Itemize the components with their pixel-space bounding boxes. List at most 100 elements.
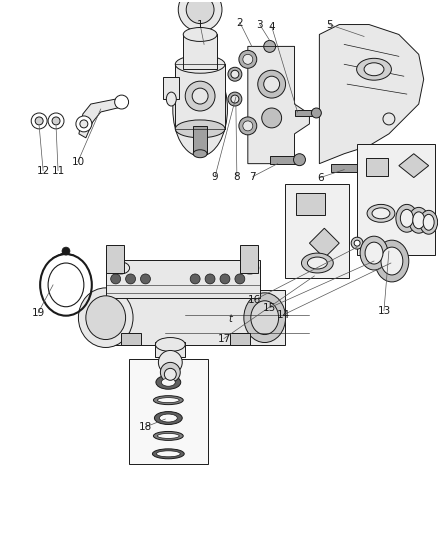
Circle shape <box>48 113 64 129</box>
Polygon shape <box>398 154 427 177</box>
Text: 16: 16 <box>247 295 261 305</box>
Ellipse shape <box>175 120 224 138</box>
Ellipse shape <box>175 55 224 73</box>
Ellipse shape <box>419 211 437 234</box>
Text: 5: 5 <box>325 20 332 29</box>
Bar <box>155 342 185 358</box>
Ellipse shape <box>166 92 176 106</box>
Ellipse shape <box>154 411 182 424</box>
Circle shape <box>230 95 238 103</box>
Circle shape <box>192 88 208 104</box>
Ellipse shape <box>408 207 427 233</box>
Ellipse shape <box>301 253 332 273</box>
Polygon shape <box>247 46 309 164</box>
Text: 7: 7 <box>249 172 255 182</box>
Text: 14: 14 <box>276 310 290 320</box>
Text: 15: 15 <box>262 303 276 313</box>
Circle shape <box>178 0 222 31</box>
Ellipse shape <box>159 414 177 422</box>
Circle shape <box>311 108 321 118</box>
Circle shape <box>140 274 150 284</box>
Bar <box>163 77 179 99</box>
Circle shape <box>238 51 256 68</box>
Circle shape <box>125 274 135 284</box>
Ellipse shape <box>359 236 387 270</box>
Text: 17: 17 <box>217 334 230 344</box>
Ellipse shape <box>399 209 412 227</box>
Polygon shape <box>309 228 339 258</box>
Ellipse shape <box>183 28 216 42</box>
Text: 4: 4 <box>268 21 274 31</box>
Ellipse shape <box>243 293 285 343</box>
Circle shape <box>160 362 180 382</box>
Bar <box>239 245 257 273</box>
Ellipse shape <box>153 431 183 440</box>
Ellipse shape <box>363 63 383 76</box>
Circle shape <box>227 92 241 106</box>
Circle shape <box>263 76 279 92</box>
Bar <box>230 333 249 344</box>
Text: 9: 9 <box>211 172 218 182</box>
Bar <box>269 156 299 164</box>
Ellipse shape <box>78 288 133 348</box>
Text: 6: 6 <box>316 173 323 183</box>
Bar <box>183 35 216 69</box>
Ellipse shape <box>366 204 394 222</box>
Bar <box>128 359 208 464</box>
Circle shape <box>164 368 176 380</box>
Ellipse shape <box>156 451 180 457</box>
Circle shape <box>230 70 238 78</box>
Bar <box>106 290 284 344</box>
Ellipse shape <box>86 296 125 340</box>
Circle shape <box>219 274 230 284</box>
Ellipse shape <box>412 212 424 229</box>
Circle shape <box>158 351 182 374</box>
Text: 2: 2 <box>236 18 243 28</box>
Ellipse shape <box>155 337 185 351</box>
Bar <box>120 333 140 344</box>
Bar <box>331 164 368 172</box>
Circle shape <box>234 274 244 284</box>
Ellipse shape <box>111 262 129 274</box>
Circle shape <box>242 121 252 131</box>
Bar <box>193 126 207 154</box>
Text: 11: 11 <box>51 166 64 175</box>
Ellipse shape <box>422 214 433 230</box>
Circle shape <box>353 240 359 246</box>
Text: 10: 10 <box>71 157 84 167</box>
Ellipse shape <box>380 247 402 275</box>
Ellipse shape <box>240 262 258 274</box>
Circle shape <box>114 95 128 109</box>
Bar <box>106 245 124 273</box>
Bar <box>365 158 387 175</box>
Circle shape <box>80 120 88 128</box>
Circle shape <box>35 117 43 125</box>
Ellipse shape <box>193 150 207 158</box>
Circle shape <box>263 41 275 52</box>
Circle shape <box>238 117 256 135</box>
Text: 1: 1 <box>196 20 203 29</box>
Bar <box>295 193 325 215</box>
Text: 8: 8 <box>233 172 240 182</box>
Circle shape <box>31 113 47 129</box>
Text: t: t <box>227 313 231 324</box>
Ellipse shape <box>395 204 417 232</box>
Text: 3: 3 <box>256 20 262 29</box>
Ellipse shape <box>155 375 180 389</box>
Circle shape <box>242 54 252 64</box>
Ellipse shape <box>153 395 183 405</box>
Circle shape <box>227 67 241 81</box>
Circle shape <box>382 113 394 125</box>
Ellipse shape <box>250 301 278 335</box>
Circle shape <box>293 154 305 166</box>
Circle shape <box>52 117 60 125</box>
Polygon shape <box>79 99 125 138</box>
Circle shape <box>190 274 200 284</box>
Text: 19: 19 <box>32 308 45 318</box>
Ellipse shape <box>161 378 175 386</box>
Text: 13: 13 <box>377 306 390 316</box>
Circle shape <box>186 0 214 23</box>
Ellipse shape <box>307 257 327 269</box>
Ellipse shape <box>157 433 179 439</box>
Ellipse shape <box>364 242 382 264</box>
